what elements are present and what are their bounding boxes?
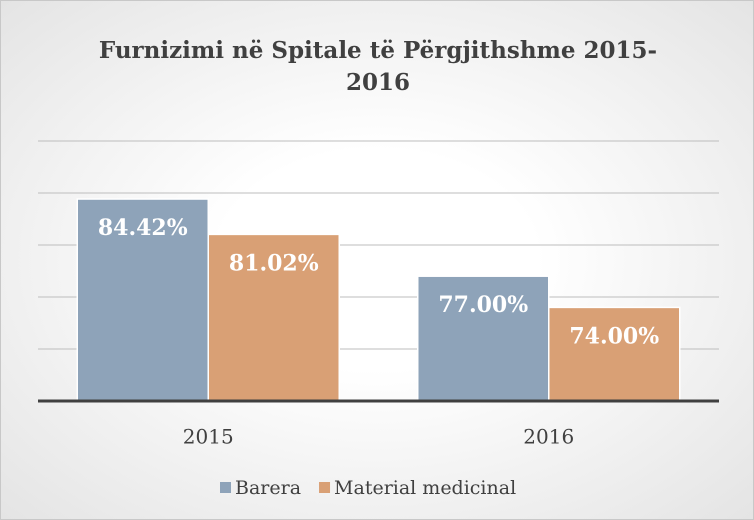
bar [548,306,681,402]
x-tick-label: 2016 [523,425,574,449]
bar [417,275,550,402]
data-label: 84.42% [98,215,188,241]
legend-label: Barera [235,477,301,499]
legend-swatch [220,482,231,493]
data-label: 81.02% [229,250,319,276]
data-label: 77.00% [438,292,528,318]
x-tick-label: 2015 [183,425,234,449]
legend-swatch [319,482,331,493]
chart-title: Furnizimi në Spitale të Përgjithshme 201… [98,37,658,96]
legend-label: Material medicinal [334,477,516,499]
bar [207,233,340,402]
data-label: 74.00% [569,323,659,349]
bar [76,198,209,402]
